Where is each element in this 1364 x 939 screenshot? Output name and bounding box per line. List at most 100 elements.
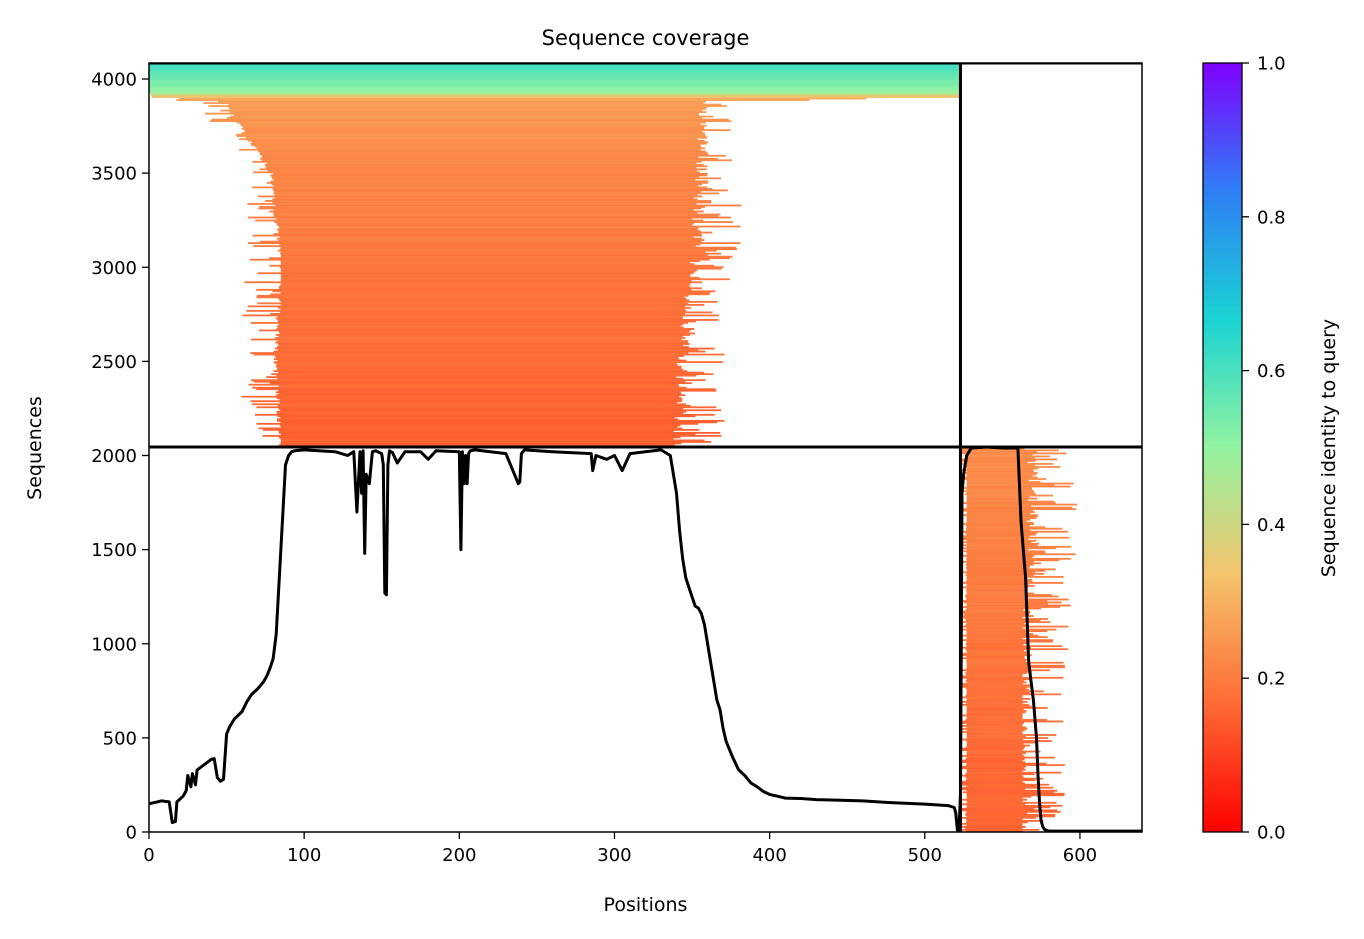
block-1-row [149, 76, 961, 79]
block-2-row [966, 693, 1062, 696]
block-2-row [966, 470, 1034, 473]
block-2-row [960, 669, 1050, 672]
block-1-row [280, 255, 733, 258]
block-2-row [966, 732, 1023, 735]
block-1-row [239, 148, 701, 151]
block-2-row [966, 691, 1031, 694]
block-2-row [966, 670, 1032, 673]
block-1-row [275, 317, 684, 320]
block-2-row [965, 694, 1023, 697]
colorbar-label: Sequence identity to query [1318, 319, 1340, 577]
block-2-row [965, 609, 1024, 611]
block-1-row [274, 221, 733, 223]
block-2-row [966, 762, 1047, 765]
colorbar-ticks: 0.0 0.2 0.4 0.6 0.8 1.0 [1242, 54, 1286, 844]
block-1-row [269, 264, 715, 267]
block-2-row [966, 539, 1037, 542]
block-1-row [280, 442, 682, 445]
block-1-row [241, 127, 705, 130]
block-1-row [273, 361, 724, 363]
block-2-row [966, 824, 1023, 827]
block-1-row [149, 73, 961, 76]
block-2-row [960, 490, 1034, 492]
block-2-row [966, 649, 1025, 652]
block-1-row [279, 332, 696, 335]
block-2-row [966, 520, 1027, 523]
block-1-row [247, 216, 731, 219]
block-1-row [149, 72, 961, 74]
block-1-row [273, 358, 680, 360]
block-2-row [960, 684, 1031, 687]
block-2-row [965, 643, 1024, 646]
block-1-row [280, 279, 692, 282]
block-2-row [960, 610, 1031, 613]
block-2-row [960, 731, 1023, 733]
block-2-row [966, 627, 1023, 629]
block-1-row [149, 87, 961, 89]
block-1-row [280, 269, 697, 272]
block-2-row [966, 789, 1058, 792]
block-2-row [966, 729, 1025, 732]
block-1-row [277, 359, 687, 362]
block-1-row [228, 103, 722, 106]
block-2-row [962, 714, 1023, 717]
block-2-row [966, 726, 1027, 729]
block-1-row [253, 171, 700, 174]
block-1-row [256, 388, 716, 391]
block-2-row [966, 801, 1057, 804]
block-1-row [252, 186, 708, 189]
block-2-row [966, 792, 1065, 795]
block-2-row [966, 499, 1029, 501]
block-1-row [258, 207, 702, 210]
block-1-row [277, 367, 682, 370]
block-2-row [966, 604, 1071, 607]
block-1-row [260, 157, 718, 160]
block-2-row [960, 487, 1032, 489]
block-2-row [965, 648, 1069, 651]
msa-heatmap [149, 63, 1078, 832]
block-2-row [960, 600, 1048, 602]
block-2-row [966, 658, 1028, 661]
block-2-row [966, 491, 1035, 494]
block-1-row [272, 290, 716, 293]
block-2-row [960, 530, 1069, 533]
block-1-row [267, 169, 697, 172]
block-2-row [960, 738, 1024, 741]
block-2-row [966, 589, 1026, 592]
block-1-row [278, 349, 699, 351]
block-2-row [966, 688, 1030, 691]
block-2-row [966, 741, 1038, 744]
block-1-row [280, 263, 695, 266]
block-2-row [960, 447, 1025, 450]
block-2-row [966, 764, 1065, 767]
block-2-row [966, 542, 1040, 545]
block-2-row [965, 813, 1056, 816]
block-2-row [965, 532, 1037, 535]
block-1-row [280, 425, 678, 428]
block-1-row [273, 233, 702, 235]
block-2-row [966, 512, 1031, 515]
x-tick-label: 600 [1063, 845, 1097, 866]
block-1-row [266, 376, 676, 379]
block-2-row [966, 529, 1031, 532]
block-2-row [960, 798, 1028, 801]
block-1-row [250, 400, 682, 403]
block-1-row [273, 215, 719, 217]
block-2-row [960, 657, 1025, 660]
x-tick-label: 200 [442, 845, 476, 866]
block-1-row [280, 437, 674, 440]
block-2-row [960, 759, 1023, 762]
y-tick-label: 0 [126, 823, 137, 844]
block-2-row [966, 708, 1024, 711]
block-2-row [960, 725, 1023, 727]
block-1-row [276, 237, 702, 240]
block-2-row [960, 612, 1030, 614]
block-1-row [278, 239, 705, 242]
block-2-row [966, 568, 1056, 571]
block-1-row [149, 79, 961, 82]
block-2-row [965, 466, 1061, 468]
block-2-row [966, 743, 1024, 745]
block-2-row [960, 478, 1047, 480]
block-2-row [966, 645, 1063, 648]
chart-title: Sequence coverage [542, 26, 750, 50]
